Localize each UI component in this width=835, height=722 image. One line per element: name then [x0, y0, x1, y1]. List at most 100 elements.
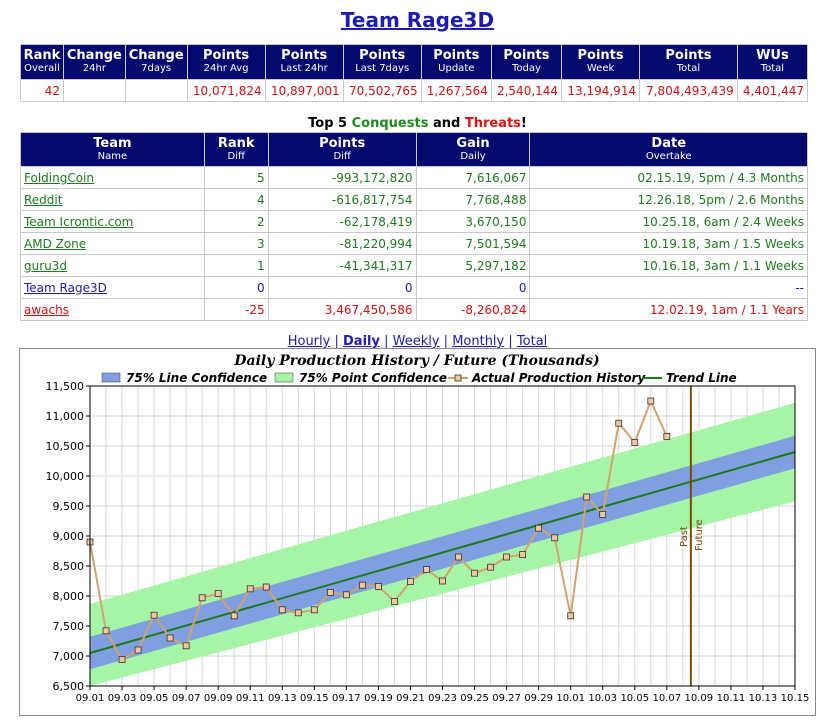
period-nav: Hourly | Daily | Weekly | Monthly | Tota… — [0, 334, 835, 349]
team-name-cell: awachs — [20, 298, 205, 321]
header-sub: 24hr Avg — [203, 63, 249, 74]
threats-header-row: Team Name Rank Diff Points Diff Gain Daily Date O… — [20, 132, 808, 167]
rank-diff-cell: 0 — [203, 276, 269, 299]
x-tick-label: 09.15 — [300, 693, 329, 704]
x-tick-label: 09.03 — [108, 693, 137, 704]
team-name-link[interactable]: Team Rage3D — [24, 280, 107, 295]
history-point — [663, 433, 671, 440]
team-name-link[interactable]: Team Icrontic.com — [24, 214, 134, 229]
points-diff-cell: 3,467,450,586 — [267, 298, 417, 321]
nav-separator: | — [330, 334, 343, 349]
header-sub: Name — [97, 150, 128, 162]
stats-value-cell: 1,267,564 — [420, 79, 492, 102]
nav-hourly-link[interactable]: Hourly — [287, 334, 331, 349]
team-name-cell: Team Icrontic.com — [20, 210, 205, 233]
header-sub: Last 7days — [355, 63, 410, 74]
nav-monthly-link[interactable]: Monthly — [452, 334, 505, 349]
header-top: WUs — [756, 48, 789, 63]
points-diff-cell: -62,178,419 — [267, 210, 417, 233]
top5-heading: Top 5 Conquests and Threats! — [0, 116, 835, 131]
team-name-cell: FoldingCoin — [20, 166, 205, 189]
stats-col-header: Points Total — [639, 44, 738, 80]
header-top: Points — [577, 48, 624, 63]
gain-daily-cell: 7,768,488 — [415, 188, 531, 211]
header-sub: Update — [438, 63, 475, 74]
team-name-link[interactable]: Reddit — [24, 192, 63, 207]
team-name-cell: AMD Zone — [20, 232, 205, 255]
stats-col-header: Points Update — [420, 44, 492, 80]
table-row: Team Rage3D 0 0 0 -- — [20, 276, 808, 299]
history-point — [487, 563, 494, 571]
y-tick-label: 10,500 — [46, 440, 85, 453]
points-diff-cell: -41,341,317 — [267, 254, 417, 277]
team-name-link[interactable]: AMD Zone — [24, 236, 87, 251]
nav-total-link[interactable]: Total — [516, 334, 548, 349]
header-top: Points — [665, 48, 712, 63]
future-label: Future — [694, 519, 705, 551]
team-name-link[interactable]: guru3d — [24, 258, 68, 273]
header-sub: Total — [760, 63, 785, 74]
history-point — [310, 606, 318, 614]
stats-col-header: Points Last 7days — [342, 44, 422, 80]
team-link[interactable]: Team Rage3D — [340, 8, 495, 32]
nav-daily-link[interactable]: Daily — [343, 334, 380, 349]
stats-value-cell — [62, 79, 126, 102]
x-tick-label: 09.09 — [204, 693, 233, 704]
stats-value-cell: 13,194,914 — [561, 79, 641, 102]
team-name-link[interactable]: awachs — [24, 302, 69, 317]
header-top: Points — [319, 135, 366, 151]
history-point — [182, 642, 190, 650]
rank-diff-cell: -25 — [203, 298, 269, 321]
team-name-link[interactable]: FoldingCoin — [24, 170, 94, 185]
overtake-date-cell: 12.02.19, 1am / 1.1 Years — [529, 298, 808, 321]
stats-table: Rank Overall Change 24hr Change 7days Points 24… — [20, 44, 809, 102]
y-tick-label: 8,500 — [53, 560, 85, 573]
x-tick-label: 10.07 — [652, 693, 681, 704]
history-point — [471, 569, 478, 577]
header-sub: Total — [676, 63, 701, 74]
production-chart: Daily Production History / Future (Thous… — [19, 348, 816, 716]
legend-swatch — [101, 372, 121, 383]
header-sub: Overtake — [645, 150, 692, 162]
table-row: Team Icrontic.com 2 -62,178,419 3,670,150 10… — [20, 210, 808, 233]
x-tick-label: 10.03 — [588, 693, 617, 704]
header-sub: Diff — [333, 150, 351, 162]
table-row: AMD Zone 3 -81,220,994 7,501,594 10.19.18, 3… — [20, 232, 808, 255]
nav-weekly-link[interactable]: Weekly — [392, 334, 440, 349]
stats-col-header: Points Today — [490, 44, 563, 80]
y-tick-label: 7,000 — [53, 650, 85, 663]
production-chart-svg: Daily Production History / Future (Thous… — [46, 353, 810, 704]
history-point — [342, 591, 350, 599]
header-top: Rank — [217, 135, 255, 151]
nav-separator: | — [439, 334, 453, 349]
threats-table: Team Name Rank Diff Points Diff Gain Daily Date O… — [20, 132, 808, 321]
header-top: Points — [433, 48, 480, 63]
history-point — [407, 578, 414, 586]
points-diff-cell: 0 — [267, 276, 417, 299]
overtake-date-cell: -- — [529, 276, 808, 299]
gain-daily-cell: 0 — [415, 276, 531, 299]
x-tick-label: 10.09 — [685, 693, 714, 704]
rank-diff-cell: 1 — [203, 254, 269, 277]
history-point — [278, 606, 286, 614]
stats-value-cell: 7,804,493,439 — [639, 79, 738, 102]
legend-label: Trend Line — [666, 371, 737, 385]
legend-label: Actual Production History — [471, 371, 647, 385]
history-point — [198, 594, 206, 602]
legend-label: 75% Line Confidence — [126, 371, 267, 385]
threats-col-header: Team Name — [20, 132, 205, 167]
history-point — [455, 553, 462, 561]
past-label: Past — [679, 526, 690, 547]
table-row: guru3d 1 -41,341,317 5,297,182 10.16.18, 3am… — [20, 254, 808, 277]
stats-value-cell — [124, 79, 188, 102]
overtake-date-cell: 10.16.18, 3am / 1.1 Weeks — [529, 254, 808, 277]
history-point — [647, 397, 655, 405]
legend-label: 75% Point Confidence — [299, 371, 447, 385]
history-point — [503, 553, 510, 561]
header-top: Team — [93, 135, 132, 151]
stats-col-header: Change 7days — [124, 44, 188, 80]
threats-col-header: Rank Diff — [203, 132, 269, 167]
y-tick-label: 7,500 — [53, 620, 85, 633]
overtake-date-cell: 02.15.19, 5pm / 4.3 Months — [529, 166, 808, 189]
threats-col-header: Gain Daily — [415, 132, 531, 167]
